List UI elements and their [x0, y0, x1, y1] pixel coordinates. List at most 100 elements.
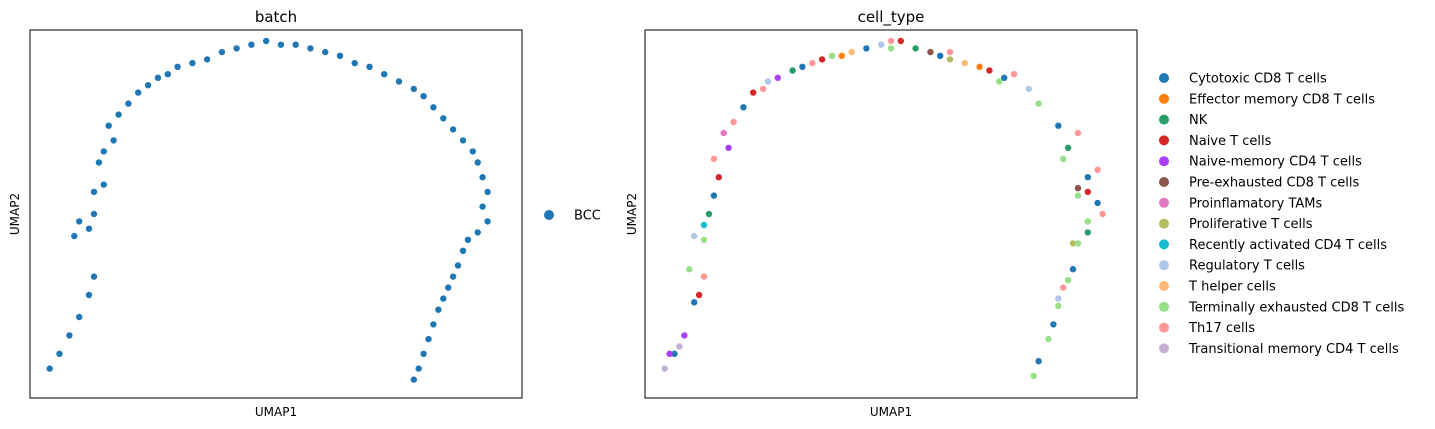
- data-point-th17-cells: [700, 273, 708, 280]
- plot-frame: [644, 29, 1138, 399]
- legend-label-naive-t-cells: Naive T cells: [1189, 134, 1272, 149]
- data-point-nk: [1064, 144, 1072, 151]
- data-point-th17-cells: [710, 155, 718, 162]
- chart-title: batch: [255, 8, 297, 26]
- y-axis-label: UMAP2: [625, 193, 639, 235]
- chart-panel-cell-type: cell_type UMAP1 UMAP2 Cytotoxic CD8 T ce…: [625, 8, 1404, 419]
- legend-marker-proinflamatory-tams: [1159, 197, 1169, 208]
- data-point-bcc: [203, 56, 211, 63]
- data-point-bcc: [189, 59, 196, 67]
- legend-marker-th17-cells: [1159, 322, 1169, 333]
- data-point-pre-exhausted-cd8-t-cells: [927, 48, 934, 56]
- data-point-terminally-exhausted-cd8-t-cells: [1055, 302, 1062, 310]
- legend: Cytotoxic CD8 T cells Effector memory CD8…: [1159, 72, 1404, 357]
- data-point-pre-exhausted-cd8-t-cells: [1074, 185, 1082, 192]
- data-point-bcc: [263, 37, 270, 45]
- data-point-proliferative-t-cells: [1069, 240, 1077, 247]
- data-point-proinflamatory-tams: [720, 129, 727, 137]
- data-point-bcc: [440, 295, 447, 302]
- data-point-th17-cells: [1060, 284, 1067, 291]
- legend-marker-pre-exhausted-cd8-t-cells: [1159, 177, 1169, 187]
- data-point-terminally-exhausted-cd8-t-cells: [686, 266, 693, 273]
- data-point-bcc: [174, 63, 181, 70]
- data-point-naive-t-cells: [715, 174, 722, 181]
- data-point-terminally-exhausted-cd8-t-cells: [700, 236, 708, 243]
- data-point-bcc: [110, 137, 117, 144]
- data-point-th17-cells: [1094, 166, 1101, 173]
- data-point-cytotoxic-cd8-t-cells: [710, 192, 718, 199]
- data-point-t-helper-cells: [961, 59, 968, 67]
- data-point-th17-cells: [759, 85, 767, 93]
- legend-marker-effector-memory-cd8-t-cells: [1159, 93, 1169, 104]
- data-point-cytotoxic-cd8-t-cells: [1084, 174, 1092, 181]
- data-point-cytotoxic-cd8-t-cells: [1094, 199, 1101, 207]
- data-point-cytotoxic-cd8-t-cells: [1001, 74, 1008, 82]
- legend-label-regulatory-t-cells: Regulatory T cells: [1189, 259, 1305, 274]
- data-point-th17-cells: [1099, 210, 1106, 218]
- data-point-th17-cells: [1010, 71, 1018, 78]
- data-point-transitional-memory-cd4-t-cells: [676, 343, 683, 350]
- legend-marker-transitional-memory-cd4-t-cells: [1159, 343, 1169, 354]
- legend: BCC: [544, 209, 601, 224]
- data-point-cytotoxic-cd8-t-cells: [691, 299, 698, 306]
- data-point-bcc: [395, 78, 403, 85]
- data-point-bcc: [144, 82, 152, 89]
- legend-marker-t-helper-cells: [1159, 281, 1169, 291]
- legend-label-bcc: BCC: [574, 209, 601, 224]
- scatter-points: [661, 37, 1106, 380]
- data-point-cytotoxic-cd8-t-cells: [1069, 266, 1077, 273]
- data-point-nk: [705, 210, 713, 218]
- data-point-bcc: [420, 93, 427, 100]
- data-point-bcc: [115, 111, 122, 118]
- data-point-recently-activated-cd4-t-cells: [700, 221, 708, 229]
- data-point-bcc: [366, 63, 373, 70]
- data-point-terminally-exhausted-cd8-t-cells: [1045, 335, 1052, 343]
- data-point-regulatory-t-cells: [878, 41, 885, 48]
- data-point-naive-memory-cd4-t-cells: [666, 350, 673, 357]
- data-point-terminally-exhausted-cd8-t-cells: [887, 45, 895, 52]
- data-point-naive-t-cells: [750, 89, 757, 96]
- data-point-bcc: [410, 376, 417, 383]
- data-point-nk: [1084, 229, 1092, 236]
- data-point-transitional-memory-cd4-t-cells: [661, 365, 668, 372]
- legend-label-pre-exhausted-cd8-t-cells: Pre-exhausted CD8 T cells: [1189, 176, 1359, 191]
- data-point-bcc: [277, 41, 285, 48]
- data-point-bcc: [90, 188, 98, 196]
- data-point-th17-cells: [730, 118, 737, 126]
- data-point-naive-t-cells: [986, 67, 993, 74]
- data-point-effector-memory-cd8-t-cells: [838, 52, 845, 59]
- data-point-naive-t-cells: [695, 291, 703, 299]
- data-point-bcc: [474, 229, 481, 236]
- data-point-terminally-exhausted-cd8-t-cells: [1035, 100, 1042, 107]
- data-point-terminally-exhausted-cd8-t-cells: [1064, 277, 1072, 284]
- data-point-bcc: [66, 332, 73, 339]
- data-point-terminally-exhausted-cd8-t-cells: [1030, 372, 1037, 380]
- data-point-bcc: [484, 218, 491, 225]
- data-point-cytotoxic-cd8-t-cells: [937, 52, 944, 59]
- data-point-bcc: [322, 48, 329, 56]
- data-point-bcc: [430, 104, 437, 111]
- legend-marker-cytotoxic-cd8-t-cells: [1159, 73, 1169, 83]
- data-point-bcc: [248, 41, 255, 48]
- data-point-bcc: [464, 236, 472, 243]
- data-point-regulatory-t-cells: [691, 232, 698, 240]
- data-point-bcc: [76, 218, 83, 225]
- data-point-effector-memory-cd8-t-cells: [976, 63, 983, 70]
- legend-marker-regulatory-t-cells: [1159, 260, 1169, 271]
- data-point-cytotoxic-cd8-t-cells: [1050, 321, 1057, 328]
- data-point-bcc: [105, 122, 112, 129]
- data-point-bcc: [449, 273, 457, 280]
- data-point-bcc: [459, 137, 467, 144]
- data-point-t-helper-cells: [848, 48, 855, 56]
- legend-marker-nk: [1159, 114, 1169, 125]
- data-point-bcc: [307, 45, 314, 52]
- data-point-cytotoxic-cd8-t-cells: [863, 45, 870, 52]
- data-point-bcc: [381, 71, 388, 78]
- data-point-th17-cells: [1074, 129, 1082, 137]
- data-point-bcc: [95, 159, 103, 166]
- legend-marker-naive-memory-cd4-t-cells: [1159, 156, 1169, 167]
- legend-label-proliferative-t-cells: Proliferative T cells: [1189, 217, 1313, 232]
- data-point-terminally-exhausted-cd8-t-cells: [828, 52, 836, 59]
- chart-title: cell_type: [858, 8, 925, 27]
